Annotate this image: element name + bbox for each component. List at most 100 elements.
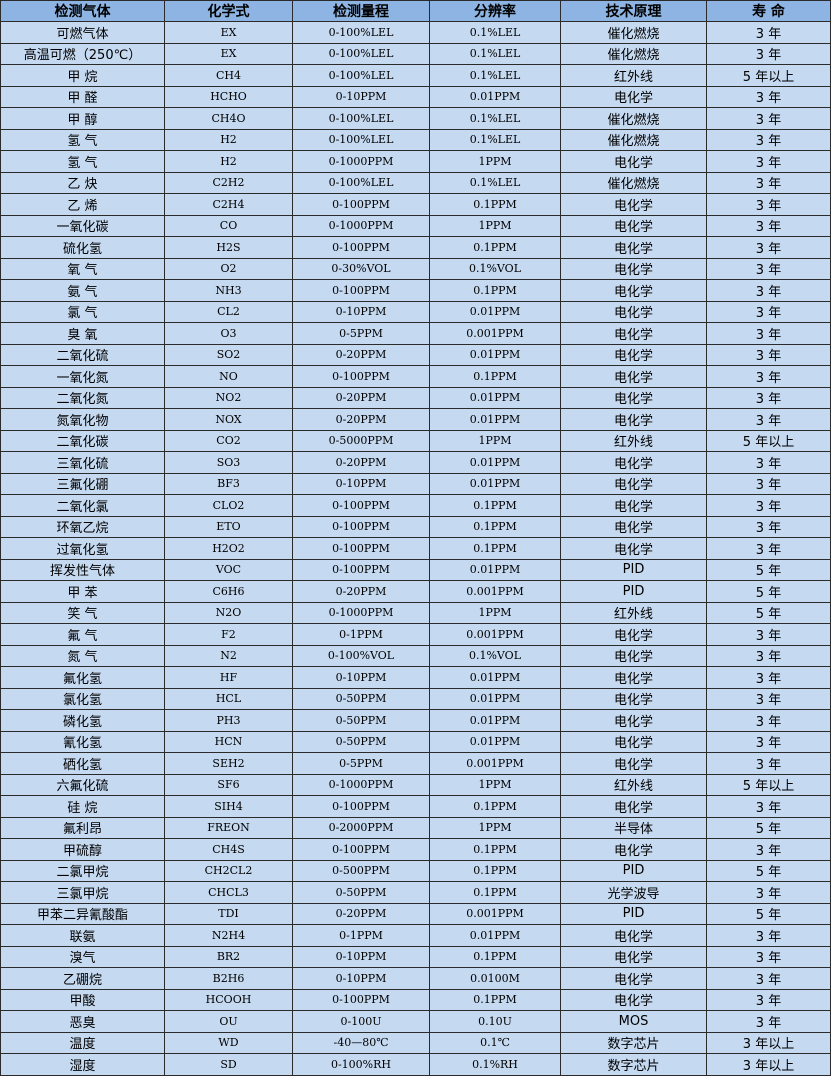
cell-resolution: 0.001PPM: [429, 902, 561, 925]
table-row: 硫化氢 H2S 0-100PPM 0.1PPM 电化学 3 年: [0, 236, 831, 259]
cell-range: 0-10PPM: [292, 967, 430, 990]
cell-principle: 电化学: [560, 494, 707, 517]
cell-gas: 氢 气: [0, 150, 165, 173]
cell-resolution: 0.1%LEL: [429, 64, 561, 87]
cell-lifespan: 3 年: [706, 214, 831, 237]
cell-principle: 红外线: [560, 64, 707, 87]
cell-range: 0-20PPM: [292, 451, 430, 474]
cell-lifespan: 3 年: [706, 365, 831, 388]
cell-formula: BR2: [164, 945, 293, 968]
cell-lifespan: 3 年: [706, 515, 831, 538]
cell-resolution: 0.01PPM: [429, 687, 561, 710]
cell-lifespan: 3 年以上: [706, 1053, 831, 1076]
table-row: 二氯甲烷 CH2CL2 0-500PPM 0.1PPM PID 5 年: [0, 859, 831, 882]
cell-gas: 甲 醛: [0, 85, 165, 108]
cell-formula: ETO: [164, 515, 293, 538]
header-row: 检测气体 化学式 检测量程 分辨率 技术原理 寿 命: [0, 0, 831, 22]
table-row: 氢 气 H2 0-1000PPM 1PPM 电化学 3 年: [0, 150, 831, 173]
cell-resolution: 0.1PPM: [429, 795, 561, 818]
table-row: 甲硫醇 CH4S 0-100PPM 0.1PPM 电化学 3 年: [0, 838, 831, 861]
cell-formula: C6H6: [164, 580, 293, 603]
cell-range: 0-100PPM: [292, 365, 430, 388]
cell-range: 0-100%LEL: [292, 64, 430, 87]
cell-lifespan: 5 年以上: [706, 773, 831, 796]
cell-principle: 电化学: [560, 752, 707, 775]
cell-lifespan: 3 年: [706, 408, 831, 431]
cell-gas: 氢 气: [0, 128, 165, 151]
cell-formula: NO2: [164, 386, 293, 409]
cell-lifespan: 3 年: [706, 967, 831, 990]
cell-range: 0-100PPM: [292, 988, 430, 1011]
cell-range: 0-100PPM: [292, 838, 430, 861]
cell-resolution: 0.1PPM: [429, 881, 561, 904]
cell-resolution: 0.01PPM: [429, 472, 561, 495]
cell-range: 0-20PPM: [292, 343, 430, 366]
cell-formula: TDI: [164, 902, 293, 925]
cell-gas: 溴气: [0, 945, 165, 968]
cell-gas: 三氟化硼: [0, 472, 165, 495]
cell-principle: 红外线: [560, 429, 707, 452]
cell-formula: O3: [164, 322, 293, 345]
cell-resolution: 0.1PPM: [429, 279, 561, 302]
table-row: 甲苯二异氰酸酯 TDI 0-20PPM 0.001PPM PID 5 年: [0, 902, 831, 925]
cell-gas: 湿度: [0, 1053, 165, 1076]
cell-gas: 硫化氢: [0, 236, 165, 259]
cell-gas: 温度: [0, 1031, 165, 1054]
cell-range: 0-10PPM: [292, 300, 430, 323]
cell-gas: 过氧化氢: [0, 537, 165, 560]
table-row: 氯化氢 HCL 0-50PPM 0.01PPM 电化学 3 年: [0, 687, 831, 710]
cell-principle: 电化学: [560, 709, 707, 732]
table-row: 二氧化碳 CO2 0-5000PPM 1PPM 红外线 5 年以上: [0, 429, 831, 452]
cell-formula: CHCL3: [164, 881, 293, 904]
cell-principle: 催化燃烧: [560, 107, 707, 130]
cell-formula: HCHO: [164, 85, 293, 108]
cell-lifespan: 3 年: [706, 107, 831, 130]
cell-formula: N2H4: [164, 924, 293, 947]
cell-resolution: 0.01PPM: [429, 709, 561, 732]
cell-resolution: 0.10U: [429, 1010, 561, 1033]
table-row: 过氧化氢 H2O2 0-100PPM 0.1PPM 电化学 3 年: [0, 537, 831, 560]
cell-formula: H2: [164, 150, 293, 173]
cell-resolution: 0.1PPM: [429, 988, 561, 1011]
table-row: 三氧化硫 SO3 0-20PPM 0.01PPM 电化学 3 年: [0, 451, 831, 474]
cell-principle: 电化学: [560, 988, 707, 1011]
cell-principle: 电化学: [560, 644, 707, 667]
cell-gas: 二氧化硫: [0, 343, 165, 366]
cell-principle: 电化学: [560, 795, 707, 818]
cell-principle: 电化学: [560, 623, 707, 646]
cell-resolution: 0.1%RH: [429, 1053, 561, 1076]
cell-lifespan: 3 年: [706, 709, 831, 732]
cell-resolution: 0.1%VOL: [429, 257, 561, 280]
cell-resolution: 0.01PPM: [429, 343, 561, 366]
table-row: 氮氧化物 NOX 0-20PPM 0.01PPM 电化学 3 年: [0, 408, 831, 431]
cell-resolution: 0.1PPM: [429, 945, 561, 968]
cell-gas: 二氧化氮: [0, 386, 165, 409]
cell-resolution: 0.1℃: [429, 1031, 561, 1054]
cell-range: 0-100PPM: [292, 494, 430, 517]
cell-principle: 电化学: [560, 300, 707, 323]
table-row: 甲 醛 HCHO 0-10PPM 0.01PPM 电化学 3 年: [0, 85, 831, 108]
cell-principle: 催化燃烧: [560, 42, 707, 65]
cell-range: 0-1000PPM: [292, 214, 430, 237]
cell-principle: 电化学: [560, 214, 707, 237]
table-row: 甲酸 HCOOH 0-100PPM 0.1PPM 电化学 3 年: [0, 988, 831, 1011]
cell-resolution: 0.001PPM: [429, 623, 561, 646]
cell-formula: C2H2: [164, 171, 293, 194]
cell-lifespan: 3 年: [706, 236, 831, 259]
cell-lifespan: 3 年: [706, 21, 831, 44]
cell-range: 0-100PPM: [292, 558, 430, 581]
cell-formula: WD: [164, 1031, 293, 1054]
cell-formula: H2S: [164, 236, 293, 259]
cell-lifespan: 5 年: [706, 902, 831, 925]
cell-formula: SF6: [164, 773, 293, 796]
cell-resolution: 0.1%LEL: [429, 128, 561, 151]
cell-lifespan: 3 年: [706, 322, 831, 345]
table-row: 乙硼烷 B2H6 0-10PPM 0.0100M 电化学 3 年: [0, 967, 831, 990]
table-row: 硒化氢 SEH2 0-5PPM 0.001PPM 电化学 3 年: [0, 752, 831, 775]
cell-formula: O2: [164, 257, 293, 280]
cell-lifespan: 3 年: [706, 881, 831, 904]
cell-lifespan: 5 年: [706, 601, 831, 624]
table-row: 二氧化氯 CLO2 0-100PPM 0.1PPM 电化学 3 年: [0, 494, 831, 517]
cell-lifespan: 3 年: [706, 193, 831, 216]
cell-resolution: 0.1PPM: [429, 859, 561, 882]
